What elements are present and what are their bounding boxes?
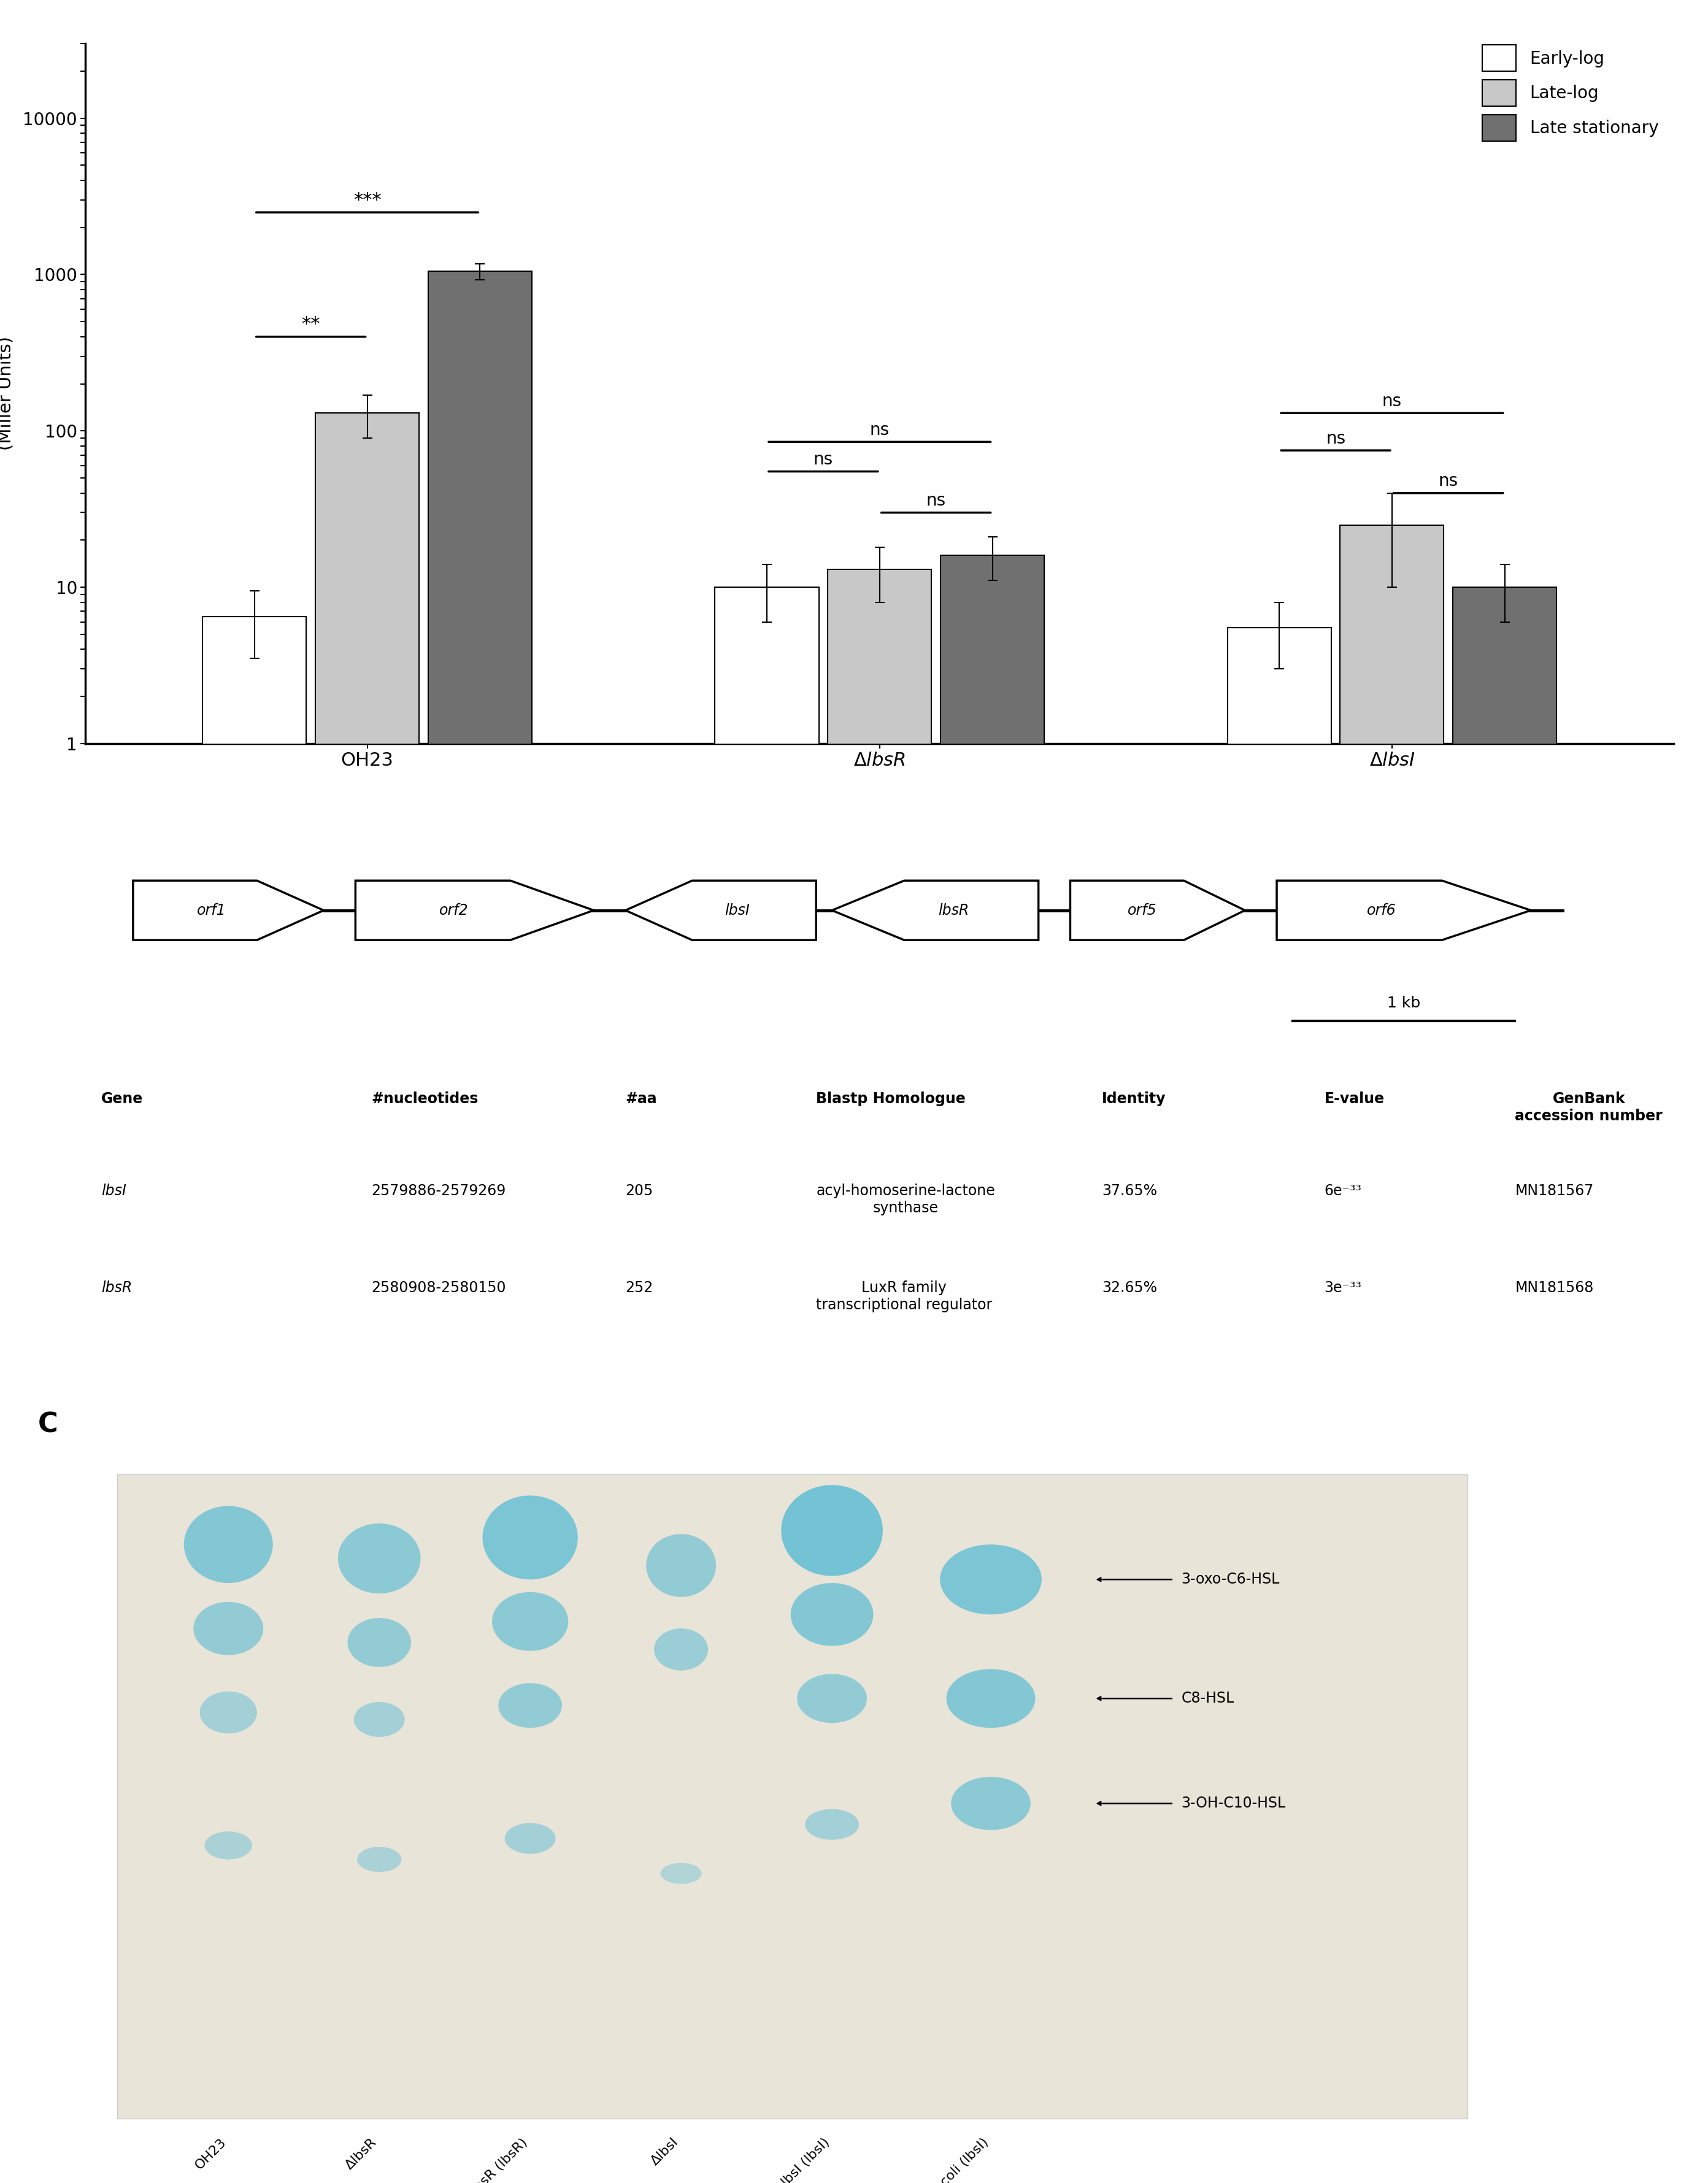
Ellipse shape bbox=[357, 1847, 401, 1873]
Ellipse shape bbox=[354, 1703, 405, 1738]
Ellipse shape bbox=[804, 1810, 859, 1840]
Ellipse shape bbox=[193, 1602, 263, 1655]
Ellipse shape bbox=[499, 1683, 562, 1727]
Text: Blastp Homologue: Blastp Homologue bbox=[816, 1092, 965, 1107]
Ellipse shape bbox=[661, 1862, 702, 1884]
Text: orf5: orf5 bbox=[1127, 904, 1156, 917]
Y-axis label: AHL producction
(Miller Units): AHL producction (Miller Units) bbox=[0, 321, 14, 467]
Ellipse shape bbox=[347, 1618, 412, 1668]
Ellipse shape bbox=[946, 1670, 1035, 1727]
Text: ns: ns bbox=[1382, 393, 1402, 410]
Text: orf2: orf2 bbox=[439, 904, 468, 917]
Ellipse shape bbox=[483, 1495, 577, 1580]
Text: 3-oxo-C6-HSL: 3-oxo-C6-HSL bbox=[1182, 1572, 1279, 1587]
Text: E.coli (lbsI): E.coli (lbsI) bbox=[929, 2135, 991, 2183]
Text: ns: ns bbox=[1438, 472, 1459, 489]
Bar bbox=[941, 554, 1044, 2183]
Text: ΔlbsR (lbsR): ΔlbsR (lbsR) bbox=[463, 2135, 529, 2183]
Text: 2579886-2579269: 2579886-2579269 bbox=[371, 1183, 506, 1198]
Bar bbox=[1454, 587, 1556, 2183]
Text: Gene: Gene bbox=[101, 1092, 143, 1107]
Text: orf1: orf1 bbox=[196, 904, 225, 917]
Ellipse shape bbox=[200, 1692, 256, 1733]
Text: lbsI: lbsI bbox=[724, 904, 750, 917]
Ellipse shape bbox=[798, 1674, 868, 1722]
Bar bbox=[429, 271, 531, 2183]
Bar bbox=[316, 413, 418, 2183]
Polygon shape bbox=[133, 880, 325, 941]
Bar bbox=[1341, 524, 1443, 2183]
Text: MN181568: MN181568 bbox=[1515, 1281, 1594, 1295]
Text: 2580908-2580150: 2580908-2580150 bbox=[371, 1281, 506, 1295]
Text: E-value: E-value bbox=[1324, 1092, 1385, 1107]
Text: 205: 205 bbox=[625, 1183, 652, 1198]
Text: C8-HSL: C8-HSL bbox=[1182, 1692, 1235, 1705]
Text: #nucleotides: #nucleotides bbox=[371, 1092, 478, 1107]
Text: ΔlbsR: ΔlbsR bbox=[343, 2135, 379, 2172]
Text: 6e⁻³³: 6e⁻³³ bbox=[1324, 1183, 1361, 1198]
Text: lbsR: lbsR bbox=[938, 904, 968, 917]
Ellipse shape bbox=[506, 1823, 555, 1853]
Text: Identity: Identity bbox=[1102, 1092, 1167, 1107]
Ellipse shape bbox=[951, 1777, 1030, 1829]
Text: 1 kb: 1 kb bbox=[1387, 995, 1421, 1011]
Ellipse shape bbox=[184, 1506, 273, 1583]
Polygon shape bbox=[355, 880, 594, 941]
Ellipse shape bbox=[492, 1591, 569, 1650]
FancyBboxPatch shape bbox=[118, 1474, 1467, 2118]
Bar bbox=[828, 570, 931, 2183]
Text: ns: ns bbox=[813, 452, 834, 467]
Ellipse shape bbox=[781, 1484, 883, 1576]
Text: lbsI: lbsI bbox=[101, 1183, 126, 1198]
Text: OH23: OH23 bbox=[193, 2135, 229, 2172]
Text: 3e⁻³³: 3e⁻³³ bbox=[1324, 1281, 1361, 1295]
Polygon shape bbox=[832, 880, 1038, 941]
Text: C: C bbox=[38, 1412, 58, 1439]
Text: ***: *** bbox=[354, 192, 381, 210]
Polygon shape bbox=[1071, 880, 1245, 941]
Bar bbox=[203, 616, 306, 2183]
Text: lbsR: lbsR bbox=[101, 1281, 132, 1295]
Text: **: ** bbox=[302, 317, 319, 334]
Bar bbox=[716, 587, 818, 2183]
Text: ns: ns bbox=[1325, 430, 1346, 448]
Text: ΔlbsI (lbsI): ΔlbsI (lbsI) bbox=[772, 2135, 832, 2183]
Text: acyl-homoserine-lactone
synthase: acyl-homoserine-lactone synthase bbox=[816, 1183, 996, 1216]
Text: orf6: orf6 bbox=[1366, 904, 1395, 917]
Text: GenBank
accession number: GenBank accession number bbox=[1515, 1092, 1662, 1124]
Ellipse shape bbox=[939, 1546, 1042, 1615]
Polygon shape bbox=[625, 880, 816, 941]
Text: ns: ns bbox=[869, 421, 890, 439]
Bar bbox=[1228, 629, 1331, 2183]
Text: LuxR family
transcriptional regulator: LuxR family transcriptional regulator bbox=[816, 1281, 992, 1312]
Ellipse shape bbox=[205, 1832, 253, 1860]
Text: ns: ns bbox=[926, 491, 946, 509]
Text: 3-OH-C10-HSL: 3-OH-C10-HSL bbox=[1182, 1797, 1286, 1810]
Text: #aa: #aa bbox=[625, 1092, 658, 1107]
Ellipse shape bbox=[791, 1583, 873, 1646]
Text: 32.65%: 32.65% bbox=[1102, 1281, 1158, 1295]
Ellipse shape bbox=[654, 1629, 709, 1670]
Text: 252: 252 bbox=[625, 1281, 652, 1295]
Ellipse shape bbox=[338, 1524, 420, 1594]
Text: 37.65%: 37.65% bbox=[1102, 1183, 1158, 1198]
Legend: Early-log, Late-log, Late stationary: Early-log, Late-log, Late stationary bbox=[1476, 37, 1665, 148]
Polygon shape bbox=[1276, 880, 1530, 941]
Ellipse shape bbox=[646, 1535, 716, 1598]
Text: ΔlbsI: ΔlbsI bbox=[649, 2135, 681, 2168]
Text: MN181567: MN181567 bbox=[1515, 1183, 1594, 1198]
